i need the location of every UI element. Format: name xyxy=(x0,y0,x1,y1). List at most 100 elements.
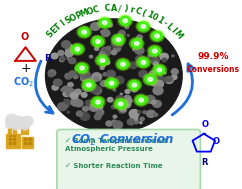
Circle shape xyxy=(131,115,138,121)
Circle shape xyxy=(61,41,70,48)
Circle shape xyxy=(92,36,100,43)
Bar xyxy=(9,142,11,144)
Circle shape xyxy=(143,111,146,114)
Circle shape xyxy=(21,120,31,128)
Circle shape xyxy=(103,65,105,66)
Circle shape xyxy=(117,60,129,69)
Circle shape xyxy=(70,43,85,55)
Circle shape xyxy=(136,55,145,63)
Circle shape xyxy=(93,87,102,94)
Circle shape xyxy=(152,31,163,40)
Circle shape xyxy=(138,58,149,67)
Text: C: C xyxy=(134,6,142,17)
Circle shape xyxy=(91,22,100,30)
Circle shape xyxy=(106,79,117,88)
Circle shape xyxy=(90,55,93,58)
Circle shape xyxy=(67,57,69,60)
Circle shape xyxy=(106,121,112,126)
Circle shape xyxy=(6,122,13,128)
Circle shape xyxy=(100,59,105,62)
Circle shape xyxy=(155,75,163,82)
Circle shape xyxy=(111,105,116,109)
Circle shape xyxy=(137,35,143,40)
Circle shape xyxy=(98,17,112,29)
Text: /: / xyxy=(118,4,122,13)
Circle shape xyxy=(95,77,99,81)
Circle shape xyxy=(143,72,145,74)
Circle shape xyxy=(58,50,64,56)
Circle shape xyxy=(102,48,111,56)
Bar xyxy=(25,127,29,134)
Circle shape xyxy=(123,19,128,23)
Circle shape xyxy=(100,58,105,62)
Circle shape xyxy=(125,89,130,94)
FancyBboxPatch shape xyxy=(57,129,200,189)
Circle shape xyxy=(107,98,113,102)
Circle shape xyxy=(85,76,93,83)
Circle shape xyxy=(145,75,156,84)
Circle shape xyxy=(75,89,81,94)
Text: R: R xyxy=(202,158,208,167)
Bar xyxy=(9,134,11,136)
Bar xyxy=(13,138,15,140)
Circle shape xyxy=(83,71,90,77)
Circle shape xyxy=(155,47,157,48)
Circle shape xyxy=(112,41,119,47)
Circle shape xyxy=(45,19,182,132)
Circle shape xyxy=(104,77,119,89)
Circle shape xyxy=(65,99,70,104)
Circle shape xyxy=(170,78,172,80)
Circle shape xyxy=(162,77,168,82)
Circle shape xyxy=(143,73,158,85)
Circle shape xyxy=(106,61,110,64)
Circle shape xyxy=(129,37,144,50)
Text: I: I xyxy=(59,19,67,28)
Circle shape xyxy=(140,122,142,124)
Text: C: C xyxy=(92,5,99,15)
Circle shape xyxy=(129,110,139,118)
Circle shape xyxy=(64,91,69,94)
Circle shape xyxy=(73,75,78,79)
Circle shape xyxy=(154,113,158,116)
Circle shape xyxy=(65,73,72,79)
Circle shape xyxy=(83,84,92,91)
Text: O: O xyxy=(20,32,29,42)
Text: O: O xyxy=(184,137,191,146)
Circle shape xyxy=(87,83,91,87)
Text: ✓ Room Temperature and
Atmospheric Pressure: ✓ Room Temperature and Atmospheric Press… xyxy=(65,138,166,152)
Circle shape xyxy=(157,68,162,72)
Text: L: L xyxy=(164,22,174,32)
Text: O: O xyxy=(201,120,208,129)
Circle shape xyxy=(152,64,167,76)
Circle shape xyxy=(60,56,65,61)
Circle shape xyxy=(102,21,107,25)
Circle shape xyxy=(121,100,131,108)
Circle shape xyxy=(153,100,161,107)
Circle shape xyxy=(71,98,80,106)
Circle shape xyxy=(63,91,70,97)
Circle shape xyxy=(75,47,80,51)
Circle shape xyxy=(81,93,87,97)
Circle shape xyxy=(127,79,142,91)
Circle shape xyxy=(129,62,137,69)
Circle shape xyxy=(136,56,151,68)
Circle shape xyxy=(113,40,123,48)
Bar xyxy=(24,142,26,144)
Circle shape xyxy=(69,58,76,64)
Circle shape xyxy=(68,82,73,87)
Circle shape xyxy=(70,92,78,99)
Circle shape xyxy=(101,29,110,36)
Circle shape xyxy=(154,65,165,74)
Text: P: P xyxy=(74,10,83,21)
Text: O: O xyxy=(68,12,78,23)
Circle shape xyxy=(124,95,131,101)
Text: S: S xyxy=(63,15,73,26)
Circle shape xyxy=(83,106,88,111)
Circle shape xyxy=(99,18,110,27)
Circle shape xyxy=(108,23,112,27)
Text: ✓ Shorter Reaction Time: ✓ Shorter Reaction Time xyxy=(65,163,163,169)
Text: O: O xyxy=(85,6,94,17)
Circle shape xyxy=(89,104,98,111)
Text: 1: 1 xyxy=(155,15,165,26)
Circle shape xyxy=(151,57,159,64)
